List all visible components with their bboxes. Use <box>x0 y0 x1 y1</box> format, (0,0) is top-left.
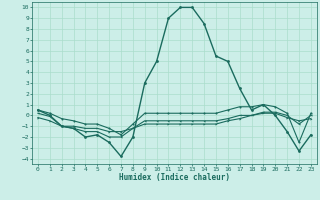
X-axis label: Humidex (Indice chaleur): Humidex (Indice chaleur) <box>119 173 230 182</box>
